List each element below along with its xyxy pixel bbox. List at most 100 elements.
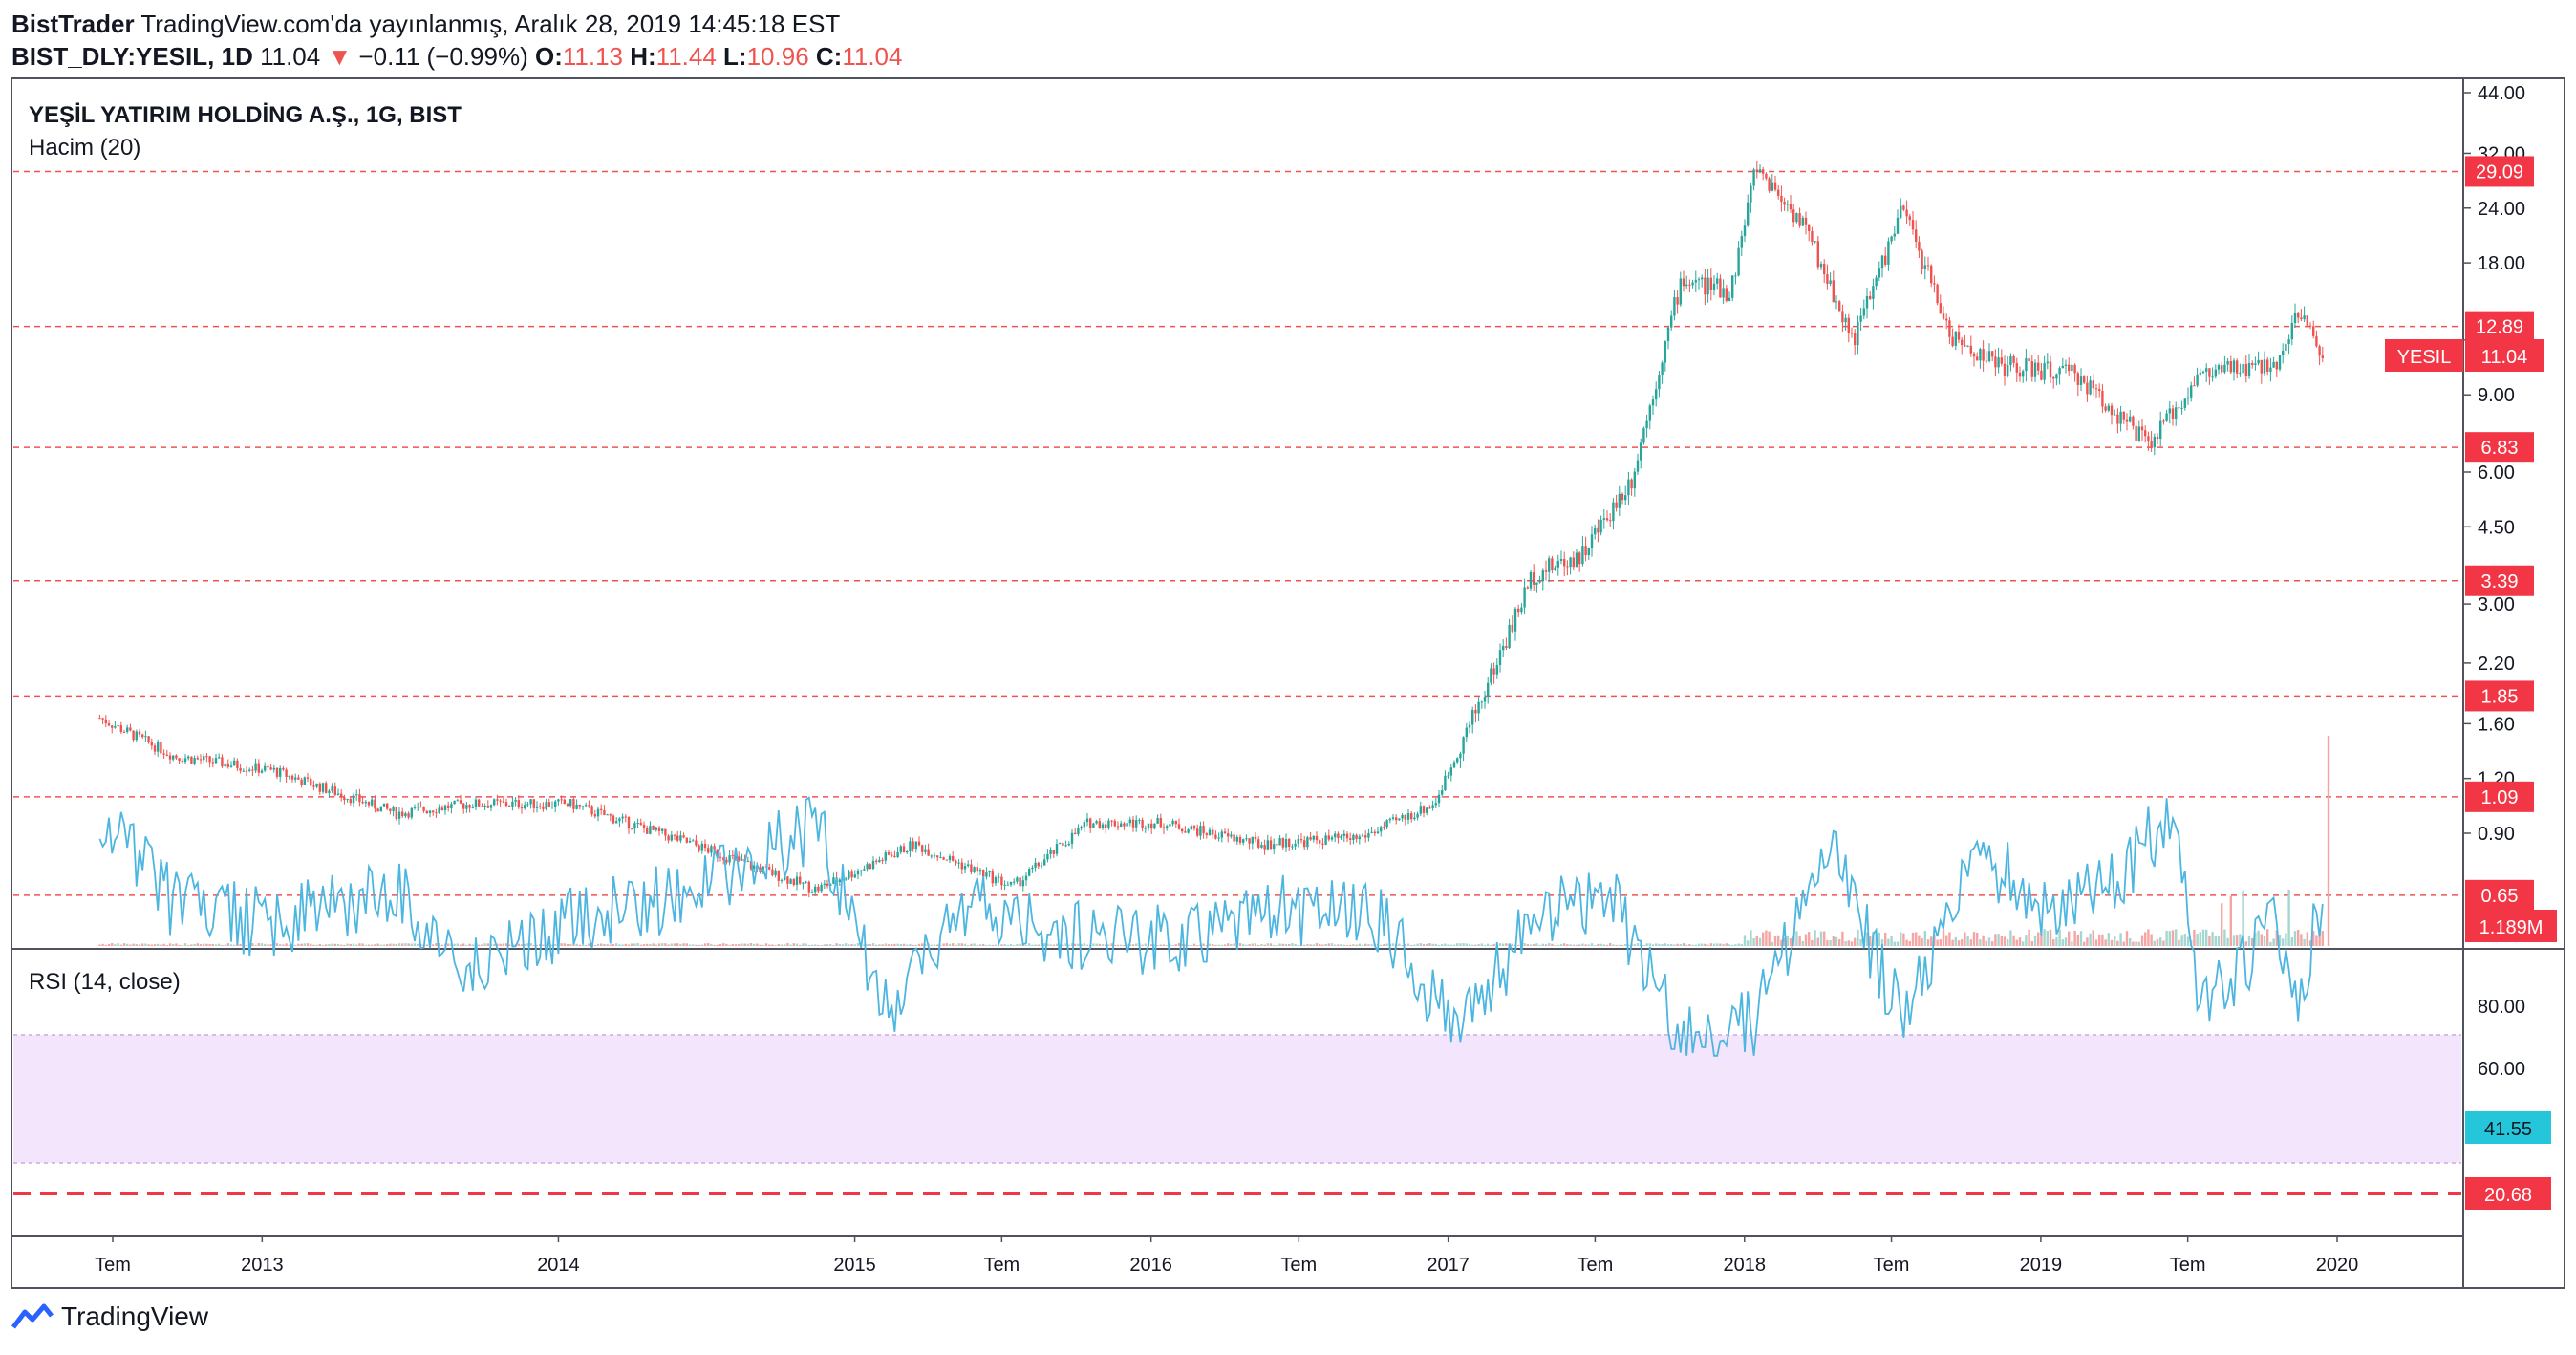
candle-body [1156,817,1159,824]
volume-bar [150,944,154,946]
volume-bar [401,943,404,946]
candle-body [1299,839,1303,841]
candle-body [1459,753,1462,759]
candle-body [2022,371,2025,377]
candle-body [104,719,108,724]
candle-body [563,799,567,805]
candle-body [245,770,248,772]
volume-bar [1893,941,1897,946]
candle-body [2153,436,2157,448]
volume-bar [1184,944,1187,946]
volume-bar [275,943,279,946]
volume-bar [887,944,891,946]
candle-body [2168,408,2172,414]
candle-body [734,855,738,857]
tradingview-logo[interactable]: TradingView [11,1301,208,1332]
candle-body [422,807,425,811]
candle-body [2046,361,2050,364]
candle-body [410,807,414,818]
volume-bar [1113,944,1117,946]
volume-bar [1661,944,1664,946]
candle-body [1584,546,1587,556]
volume-bar [2089,933,2092,946]
candle-body [1383,827,1385,828]
volume-bar [126,943,129,946]
candle-body [994,876,998,884]
price-axis[interactable]: 44.0032.0024.0018.0012.009.006.004.503.0… [2463,83,2525,845]
volume-bar [1517,944,1520,946]
volume-bar [1309,944,1312,946]
time-tick-label: 2019 [2020,1255,2063,1276]
volume-bar [2300,934,2303,946]
volume-bar [1865,932,1869,946]
candle-body [224,763,226,767]
candle-body [1330,837,1334,840]
volume-bar [162,943,165,946]
volume-bar [98,944,101,946]
volume-spike [2327,736,2330,946]
candle-body [162,753,165,755]
candle-body [1627,479,1630,496]
volume-bar [1551,943,1554,946]
volume-bar [425,944,429,946]
volume-bar [2186,936,2190,946]
symbol-label[interactable]: BIST_DLY:YESIL, 1D [11,42,253,71]
candle-body [438,807,440,813]
candle-body [183,758,187,763]
volume-bar [810,944,814,946]
candle-body [2214,369,2218,377]
volume-bar [1777,935,1780,946]
volume-bar [673,943,676,946]
candle-body [1982,349,1985,361]
volume-bar [930,944,934,946]
volume-bar [144,943,147,946]
candle-body [2150,441,2153,448]
candle-body [2254,363,2257,365]
candle-body [1135,820,1138,828]
candle-body [893,855,896,858]
level-tag: 6.83 [2481,438,2519,459]
volume-bar [260,943,264,946]
time-axis[interactable]: Tem 2013 2014 2015 Tem 2016 Tem 2017 Tem 2018 Tem 2… [95,1236,2358,1276]
volume-bar [1636,943,1640,946]
candle-body [1911,220,1915,230]
rsi-pane[interactable]: RSI (14, close) 80.00 60.00 41.55 20.68 [13,796,2551,1210]
candle-body [254,763,257,771]
volume-bar [817,944,820,946]
time-tick-label: 2017 [1427,1255,1470,1276]
candle-body [738,856,741,861]
candle-body [1406,813,1410,820]
candle-body [1174,820,1178,825]
candle-body [1728,297,1731,301]
open-value: 11.13 [562,42,623,71]
volume-bar [2236,935,2239,946]
publisher-name[interactable]: BistTrader [11,10,135,38]
candle-body [746,861,750,863]
volume-bar [1502,943,1505,946]
candle-body [1465,727,1469,738]
candle-body [2223,364,2226,373]
volume-bar [2232,935,2236,946]
candle-body [358,794,361,803]
main-pane[interactable]: YEŞİL YATIRIM HOLDİNG A.Ş., 1G, BIST Hac… [13,83,2557,946]
candle-body [1921,250,1923,269]
volume-bar [1945,935,1948,946]
candle-body [1319,840,1321,844]
volume-bar [2290,936,2294,946]
volume-bar [2168,931,2172,946]
volume-bar [603,944,606,946]
volume-bar [1465,943,1469,946]
volume-bar [1276,944,1278,946]
volume-bar [1110,943,1113,946]
volume-bar [1957,940,1961,946]
volume-bar [1000,944,1003,946]
volume-bar [978,944,982,946]
volume-bar [768,944,771,946]
volume-bar [1070,943,1074,946]
volume-bar [355,944,358,946]
volume-bar [1819,931,1823,946]
candle-body [297,777,300,780]
volume-bar [2114,936,2116,946]
candle-body [692,840,695,842]
